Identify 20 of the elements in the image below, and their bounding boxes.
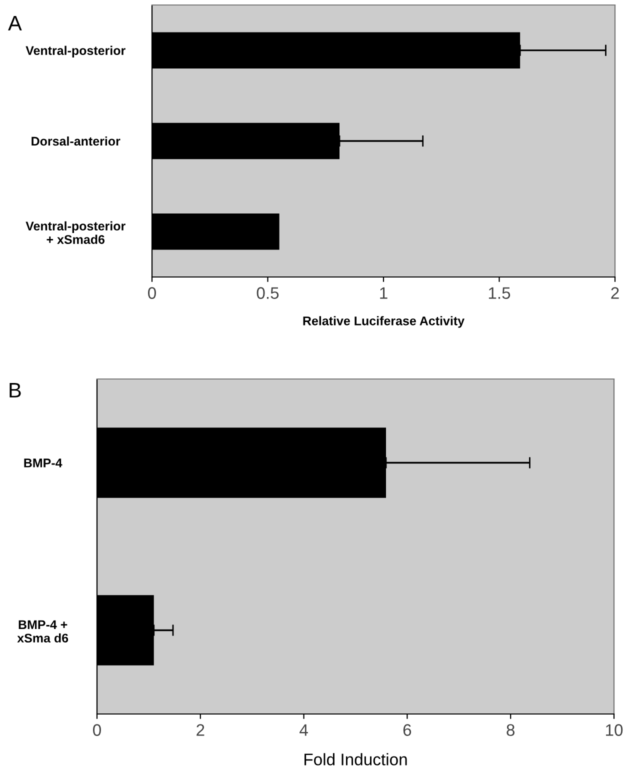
y-tick-label: Ventral-posterior + xSmad6 <box>26 221 126 244</box>
y-tick-label: Ventral-posterior <box>26 46 126 58</box>
x-tick-label: 6 <box>403 724 412 736</box>
y-tick-label: BMP-4 + xSma d6 <box>17 620 68 643</box>
y-tick-label: BMP-4 <box>24 458 62 468</box>
x-tick-label: 1.5 <box>488 287 510 299</box>
x-tick-label: 0.5 <box>256 287 279 299</box>
x-tick-label: 0 <box>93 724 101 736</box>
chart-title: A <box>8 16 22 30</box>
x-tick-label: 8 <box>506 724 515 736</box>
x-axis-title: Fold Induction <box>304 753 407 766</box>
x-tick-label: 4 <box>300 724 308 736</box>
x-axis-title: Relative Luciferase Activity <box>303 316 464 328</box>
y-tick-label: Dorsal-anterior <box>32 136 120 146</box>
x-tick-label: 2 <box>611 287 619 299</box>
x-tick-label: 1 <box>380 287 388 299</box>
x-tick-label: 0 <box>148 287 156 299</box>
chart-title: B <box>10 383 21 398</box>
x-tick-label: 10 <box>606 724 623 736</box>
x-tick-label: 2 <box>196 724 204 736</box>
